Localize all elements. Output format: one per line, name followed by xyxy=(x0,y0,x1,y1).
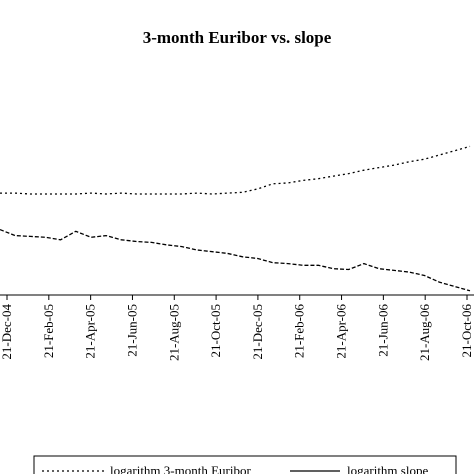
plot-area xyxy=(0,145,471,292)
series-line-0 xyxy=(0,145,471,195)
legend-label-euribor: logarithm 3-month Euribor xyxy=(110,463,251,474)
x-tick-label: 21-Aug-05 xyxy=(166,304,181,361)
chart-title: 3-month Euribor vs. slope xyxy=(143,28,332,47)
x-tick-label: 21-Oct-05 xyxy=(208,304,223,357)
series-line-1 xyxy=(0,228,471,292)
x-tick-label: 21-Feb-06 xyxy=(292,304,307,359)
x-tick-label: 21-Jun-06 xyxy=(375,304,390,357)
x-tick-label: 21-Oct-06 xyxy=(459,304,474,358)
legend-label-slope: logarithm slope xyxy=(347,463,428,474)
x-tick-label: 21-Dec-04 xyxy=(0,304,14,360)
legend: logarithm 3-month Euribor logarithm slop… xyxy=(33,455,457,474)
legend-box xyxy=(33,455,457,474)
x-tick-label: 21-Apr-06 xyxy=(334,304,349,359)
x-tick-label: 21-Feb-05 xyxy=(41,304,56,358)
x-tick-label: 21-Jun-05 xyxy=(124,304,139,357)
x-axis-ticks: 21-Dec-04 21-Feb-05 21-Apr-05 21-Jun-05 21-A… xyxy=(0,295,474,361)
x-tick-label: 21-Dec-05 xyxy=(250,304,265,360)
x-tick-label: 21-Aug-06 xyxy=(417,304,432,362)
x-tick-label: 21-Apr-05 xyxy=(83,304,98,359)
